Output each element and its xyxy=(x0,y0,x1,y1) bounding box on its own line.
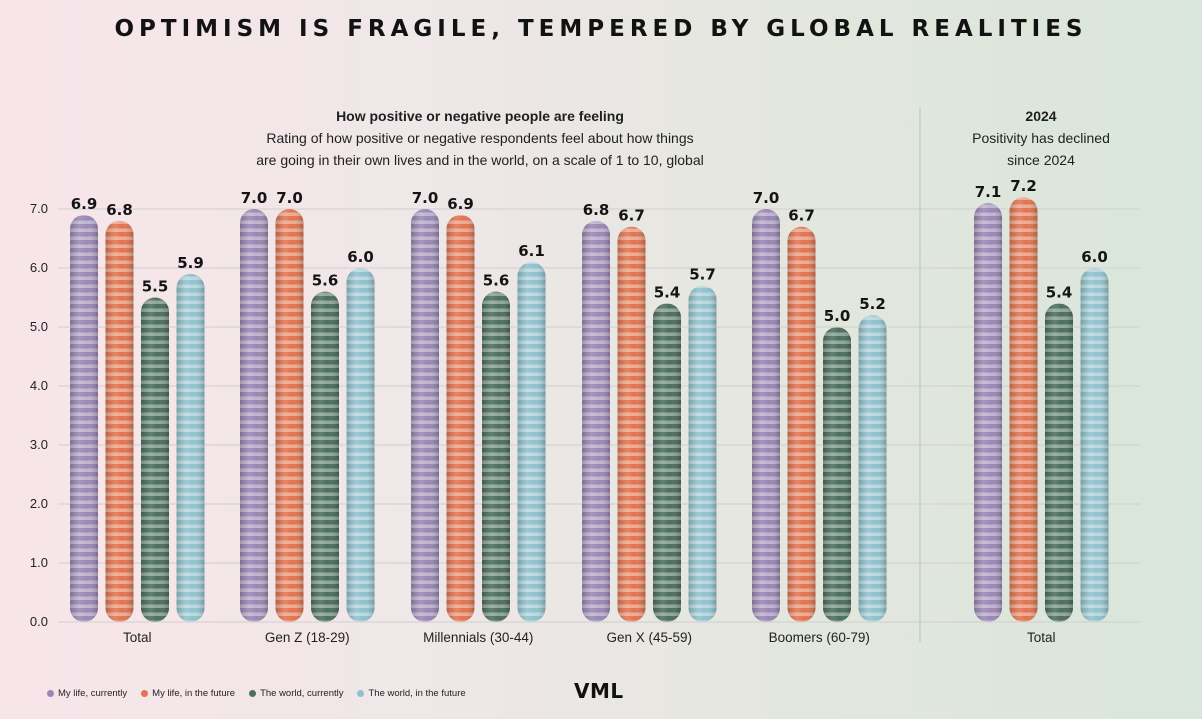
legend-item-world-currently: The world, currently xyxy=(249,688,343,699)
legend-swatch xyxy=(357,690,365,697)
bar-shading xyxy=(411,209,439,622)
chart-subtitle-heading: How positive or negative people are feel… xyxy=(336,108,624,124)
bar-group: 7.0 6.7 5.0 5.2 Boomers (60-79) xyxy=(752,189,887,645)
data-label: 6.8 xyxy=(106,201,133,219)
data-label: 5.9 xyxy=(177,254,204,272)
data-label: 6.9 xyxy=(71,195,98,213)
data-label: 6.0 xyxy=(1081,248,1108,266)
bar-shading xyxy=(105,220,134,623)
bar-shading xyxy=(787,226,816,622)
data-label: 7.0 xyxy=(241,189,268,207)
vml-logo: VML xyxy=(574,679,624,703)
bar-shading xyxy=(752,209,780,622)
legend: My life, currently My life, in the futur… xyxy=(47,688,466,699)
data-label: 5.5 xyxy=(142,278,169,296)
data-label: 5.4 xyxy=(1046,283,1073,301)
data-label: 6.7 xyxy=(788,207,815,225)
chart-subtitle-line-1: Rating of how positive or negative respo… xyxy=(266,130,694,146)
y-tick-label: 3.0 xyxy=(30,437,48,452)
bar-shading xyxy=(974,203,1002,622)
x-tick-label: Millennials (30-44) xyxy=(423,630,533,645)
data-label: 7.1 xyxy=(975,183,1002,201)
bar-shading xyxy=(275,209,304,622)
bar-shading xyxy=(482,291,510,622)
chart-subtitle: How positive or negative people are feel… xyxy=(180,105,780,171)
legend-label: The world, in the future xyxy=(368,688,466,699)
bar-shading xyxy=(1009,197,1038,622)
bar-shading xyxy=(517,262,546,622)
bar-shading xyxy=(240,209,268,622)
bar-shading xyxy=(617,226,646,622)
bar-shading xyxy=(141,297,169,622)
bar-shading xyxy=(446,214,475,622)
y-tick-label: 1.0 xyxy=(30,555,48,570)
data-label: 7.2 xyxy=(1010,177,1037,195)
data-label: 7.0 xyxy=(753,189,780,207)
bar-shading xyxy=(1045,303,1073,622)
data-label: 5.7 xyxy=(689,266,716,284)
bar-shading xyxy=(1080,268,1109,622)
data-label: 6.1 xyxy=(518,242,545,260)
data-label: 7.0 xyxy=(276,189,303,207)
data-label: 7.0 xyxy=(412,189,439,207)
legend-item-my-life-future: My life, in the future xyxy=(141,688,235,699)
y-tick-label: 0.0 xyxy=(30,614,48,629)
legend-swatch xyxy=(47,690,54,697)
x-tick-label: Gen Z (18-29) xyxy=(265,630,350,645)
side-subtitle-heading: 2024 xyxy=(1025,108,1057,124)
bar-shading xyxy=(688,285,717,622)
bar-group: 7.0 7.0 5.6 6.0 Gen Z (18-29) xyxy=(240,189,375,645)
bar-shading xyxy=(311,291,339,622)
y-tick-label: 4.0 xyxy=(30,378,48,393)
bar-group: 7.1 7.2 5.4 6.0 Total xyxy=(974,177,1109,645)
data-label: 5.0 xyxy=(824,307,851,325)
data-label: 6.0 xyxy=(347,248,374,266)
data-label: 6.7 xyxy=(618,207,645,225)
legend-label: My life, in the future xyxy=(152,688,236,699)
legend-swatch xyxy=(249,690,257,697)
bar-shading xyxy=(823,327,851,622)
page-title: OPTIMISM IS FRAGILE, TEMPERED BY GLOBAL … xyxy=(114,16,1088,42)
bar-group: 7.0 6.9 5.6 6.1 Millennials (30-44) xyxy=(411,189,546,645)
x-tick-label: Total xyxy=(123,630,152,645)
bar-shading xyxy=(70,214,98,622)
y-tick-label: 5.0 xyxy=(30,319,48,334)
legend-swatch xyxy=(141,690,149,697)
side-subtitle-line-2: since 2024 xyxy=(1007,152,1075,168)
bar-shading xyxy=(176,273,205,622)
y-axis: 0.0 1.0 2.0 3.0 4.0 5.0 6.0 7.0 xyxy=(30,201,48,629)
y-tick-label: 7.0 xyxy=(30,201,48,216)
bar-group: 6.8 6.7 5.4 5.7 Gen X (45-59) xyxy=(582,201,717,645)
data-label: 5.4 xyxy=(654,283,681,301)
data-label: 5.6 xyxy=(483,272,510,290)
data-label: 6.9 xyxy=(447,195,474,213)
side-subtitle-line-1: Positivity has declined xyxy=(972,130,1110,146)
data-label: 5.6 xyxy=(312,272,339,290)
legend-label: My life, currently xyxy=(58,688,128,699)
bar-shading xyxy=(653,303,681,622)
data-label: 5.2 xyxy=(859,295,886,313)
bar-group: 6.9 6.8 5.5 5.9 Total xyxy=(70,195,205,645)
bar-shading xyxy=(858,315,887,622)
legend-item-world-future: The world, in the future xyxy=(357,688,466,699)
bar-shading xyxy=(346,268,375,622)
x-tick-label: Boomers (60-79) xyxy=(769,630,870,645)
bar-shading xyxy=(582,220,610,623)
x-tick-label: Gen X (45-59) xyxy=(606,630,692,645)
y-tick-label: 6.0 xyxy=(30,260,48,275)
legend-item-my-life-currently: My life, currently xyxy=(47,688,127,699)
data-label: 6.8 xyxy=(583,201,610,219)
legend-label: The world, currently xyxy=(260,688,344,699)
side-subtitle: 2024 Positivity has declined since 2024 xyxy=(930,105,1152,171)
y-tick-label: 2.0 xyxy=(30,496,48,511)
x-tick-label: Total xyxy=(1027,630,1056,645)
chart-subtitle-line-2: are going in their own lives and in the … xyxy=(256,152,704,168)
